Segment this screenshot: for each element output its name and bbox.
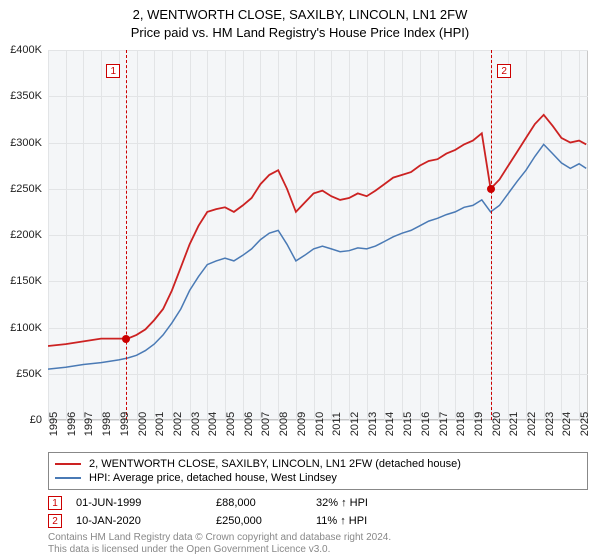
x-tick-label: 2012 <box>349 412 361 436</box>
x-tick-label: 2017 <box>438 412 450 436</box>
x-tick-label: 2021 <box>508 412 520 436</box>
footer-attribution: Contains HM Land Registry data © Crown c… <box>48 532 588 556</box>
x-tick-label: 2023 <box>544 412 556 436</box>
x-tick-label: 1997 <box>83 412 95 436</box>
x-tick-label: 2010 <box>314 412 326 436</box>
title-block: 2, WENTWORTH CLOSE, SAXILBY, LINCOLN, LN… <box>0 0 600 42</box>
title-line-2: Price paid vs. HM Land Registry's House … <box>0 24 600 42</box>
x-tick-label: 2000 <box>137 412 149 436</box>
sale-delta: 32% ↑ HPI <box>316 497 436 509</box>
y-tick-label: £300K <box>10 137 42 149</box>
y-tick-label: £400K <box>10 44 42 56</box>
x-tick-label: 1999 <box>119 412 131 436</box>
chart-container: 2, WENTWORTH CLOSE, SAXILBY, LINCOLN, LN… <box>0 0 600 560</box>
sale-rows: 1 01-JUN-1999£88,00032% ↑ HPI 2 10-JAN-2020… <box>48 494 588 530</box>
x-tick-label: 2008 <box>278 412 290 436</box>
x-tick-label: 2014 <box>384 412 396 436</box>
x-tick-label: 2015 <box>402 412 414 436</box>
x-tick-label: 2019 <box>473 412 485 436</box>
y-tick-label: £200K <box>10 229 42 241</box>
y-tick-label: £350K <box>10 90 42 102</box>
legend-swatch <box>55 463 81 465</box>
marker-line-2 <box>491 50 492 420</box>
series-price_paid <box>48 115 586 346</box>
x-tick-label: 2024 <box>561 412 573 436</box>
x-tick-label: 1998 <box>101 412 113 436</box>
legend-label: 2, WENTWORTH CLOSE, SAXILBY, LINCOLN, LN… <box>89 458 461 470</box>
legend-item: HPI: Average price, detached house, West… <box>55 471 581 485</box>
y-tick-label: £100K <box>10 322 42 334</box>
x-tick-label: 2022 <box>526 412 538 436</box>
y-tick-label: £50K <box>16 368 42 380</box>
x-tick-label: 2007 <box>260 412 272 436</box>
footer-line-2: This data is licensed under the Open Gov… <box>48 544 588 556</box>
x-tick-label: 2003 <box>190 412 202 436</box>
x-tick-label: 1996 <box>66 412 78 436</box>
x-tick-label: 2002 <box>172 412 184 436</box>
sale-row: 1 01-JUN-1999£88,00032% ↑ HPI <box>48 494 588 512</box>
x-tick-label: 2009 <box>296 412 308 436</box>
sale-price: £250,000 <box>216 515 316 527</box>
line-series-svg <box>48 50 588 420</box>
x-tick-label: 2020 <box>491 412 503 436</box>
x-tick-label: 2006 <box>243 412 255 436</box>
marker-line-1 <box>126 50 127 420</box>
x-tick-label: 2016 <box>420 412 432 436</box>
sale-row-marker: 1 <box>48 496 62 510</box>
x-tick-label: 2001 <box>154 412 166 436</box>
sale-delta: 11% ↑ HPI <box>316 515 436 527</box>
legend-swatch <box>55 477 81 479</box>
y-tick-label: £0 <box>30 414 42 426</box>
footer-line-1: Contains HM Land Registry data © Crown c… <box>48 532 588 544</box>
legend-label: HPI: Average price, detached house, West… <box>89 472 337 484</box>
sale-row-marker: 2 <box>48 514 62 528</box>
x-tick-label: 2011 <box>331 412 343 436</box>
y-tick-label: £150K <box>10 275 42 287</box>
sale-date: 01-JUN-1999 <box>76 497 216 509</box>
x-tick-label: 2004 <box>207 412 219 436</box>
sale-point-2 <box>487 185 495 193</box>
x-tick-label: 2018 <box>455 412 467 436</box>
x-tick-label: 2005 <box>225 412 237 436</box>
chart-area: 12 £0£50K£100K£150K£200K£250K£300K£350K£… <box>48 50 588 420</box>
marker-box-2: 2 <box>497 64 511 78</box>
sale-date: 10-JAN-2020 <box>76 515 216 527</box>
legend-box: 2, WENTWORTH CLOSE, SAXILBY, LINCOLN, LN… <box>48 452 588 490</box>
x-tick-label: 2013 <box>367 412 379 436</box>
sale-row: 2 10-JAN-2020£250,00011% ↑ HPI <box>48 512 588 530</box>
x-tick-label: 2025 <box>579 412 591 436</box>
x-tick-label: 1995 <box>48 412 60 436</box>
sale-price: £88,000 <box>216 497 316 509</box>
sale-point-1 <box>122 335 130 343</box>
y-tick-label: £250K <box>10 183 42 195</box>
legend-item: 2, WENTWORTH CLOSE, SAXILBY, LINCOLN, LN… <box>55 457 581 471</box>
title-line-1: 2, WENTWORTH CLOSE, SAXILBY, LINCOLN, LN… <box>0 6 600 24</box>
marker-box-1: 1 <box>106 64 120 78</box>
